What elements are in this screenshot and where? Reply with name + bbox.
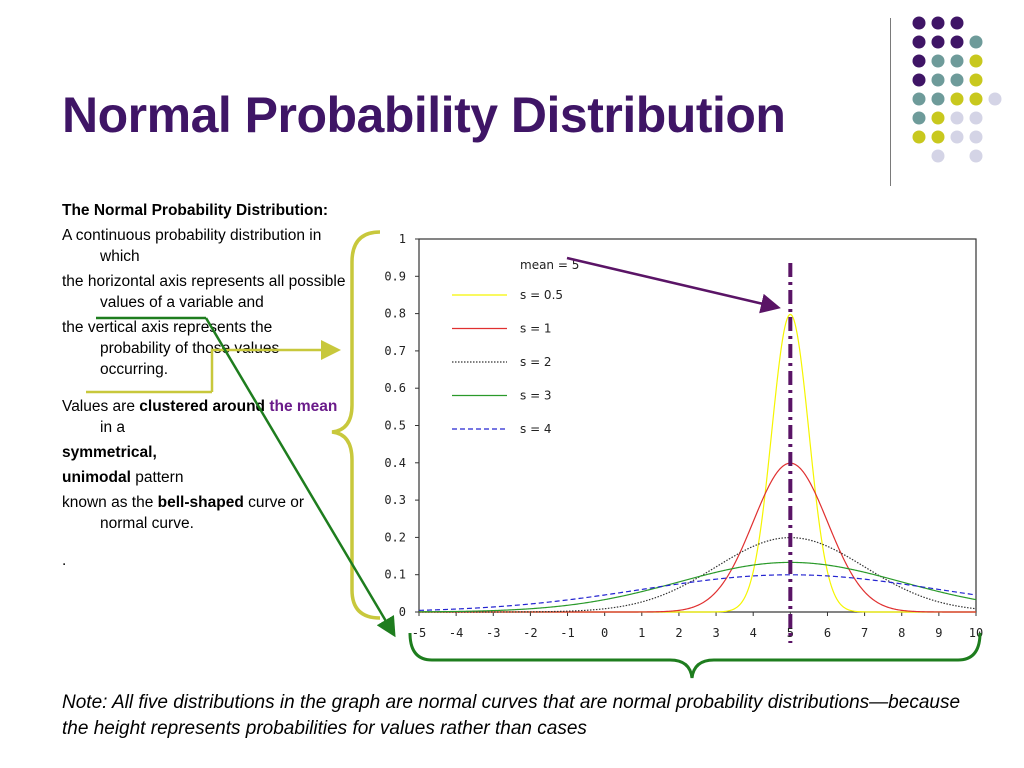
- y-tick-label: 0.7: [384, 344, 406, 358]
- legend-label: s = 1: [520, 322, 552, 336]
- y-tick-label: 0.8: [384, 307, 406, 321]
- body-text-segment: .: [62, 552, 67, 569]
- body-text-segment: pattern: [130, 469, 184, 486]
- x-tick-label: -3: [486, 626, 500, 640]
- x-tick-label: 0: [601, 626, 608, 640]
- legend-label: s = 4: [520, 422, 552, 436]
- x-axis-brace: [408, 632, 982, 679]
- body-paragraph: unimodal pattern: [62, 467, 347, 488]
- body-text-segment: in a: [100, 419, 125, 436]
- body-text-segment: clustered around: [139, 398, 270, 415]
- x-tick-label: 8: [898, 626, 905, 640]
- y-tick-label: 0.3: [384, 493, 406, 507]
- body-paragraph: Values are clustered around the mean in …: [62, 396, 347, 438]
- legend-label: s = 3: [520, 389, 552, 403]
- body-text-segment: the vertical axis represents the probabi…: [62, 319, 280, 378]
- x-tick-label: -4: [449, 626, 463, 640]
- body-paragraph: The Normal Probability Distribution:: [62, 200, 347, 221]
- series-line: [418, 561, 977, 613]
- x-tick-label: 2: [675, 626, 682, 640]
- plot-frame: [418, 238, 977, 613]
- body-text-segment: curve or normal curve.: [100, 494, 305, 532]
- series-line: [418, 574, 977, 611]
- series-line: [419, 537, 977, 613]
- x-tick-label: 3: [712, 626, 719, 640]
- y-tick-label: 0.1: [384, 568, 406, 582]
- body-text-segment: unimodal: [62, 469, 131, 486]
- y-tick-label: 0.5: [384, 419, 406, 433]
- title-divider: [890, 18, 891, 186]
- body-paragraph: symmetrical,: [62, 442, 347, 463]
- x-tick-label: 1: [638, 626, 645, 640]
- body-paragraph: the vertical axis represents the probabi…: [62, 317, 347, 380]
- x-tick-label: 6: [824, 626, 831, 640]
- y-tick-label: 0.4: [384, 456, 406, 470]
- y-tick-label: 0: [399, 605, 406, 619]
- horizontal-axis-arrow: [204, 317, 396, 638]
- x-tick-label: -1: [560, 626, 574, 640]
- body-text-segment: The Normal Probability Distribution:: [62, 202, 329, 219]
- body-text-segment: symmetrical,: [62, 444, 157, 461]
- body-text-segment: A continuous probability distribution in…: [62, 227, 322, 265]
- x-tick-label: 4: [750, 626, 757, 640]
- body-paragraph: known as the bell-shaped curve or normal…: [62, 492, 347, 534]
- y-tick-label: 0.2: [384, 530, 406, 544]
- body-text-segment: known as the: [62, 494, 158, 511]
- y-tick-label: 1: [399, 232, 406, 246]
- legend-header: mean = 5: [520, 258, 579, 272]
- vertical-axis-arrow: [210, 340, 341, 392]
- x-tick-label: 7: [861, 626, 868, 640]
- body-text-segment: Values are: [62, 398, 140, 415]
- body-text-segment: the horizontal axis represents all possi…: [62, 273, 346, 311]
- body-paragraph: A continuous probability distribution in…: [62, 225, 347, 267]
- body-text: The Normal Probability Distribution: A co…: [62, 200, 347, 575]
- y-tick-label: 0.9: [384, 269, 406, 283]
- page-title: Normal Probability Distribution: [62, 87, 786, 143]
- y-tick-label: 0.6: [384, 381, 406, 395]
- y-axis-brace: [331, 230, 381, 620]
- series-line: [419, 462, 976, 613]
- legend-label: s = 2: [520, 355, 552, 369]
- body-text-segment: the mean: [269, 398, 338, 415]
- legend-label: s = 0.5: [520, 288, 563, 302]
- x-tick-label: 9: [935, 626, 942, 640]
- x-tick-label: -5: [412, 626, 426, 640]
- mean-arrow: [566, 256, 781, 314]
- body-paragraph: .: [62, 550, 347, 571]
- x-tick-label: -2: [523, 626, 537, 640]
- body-text-segment: bell-shaped: [157, 494, 244, 511]
- body-paragraph: the horizontal axis represents all possi…: [62, 271, 347, 313]
- note-text: Note: All five distributions in the grap…: [62, 692, 961, 739]
